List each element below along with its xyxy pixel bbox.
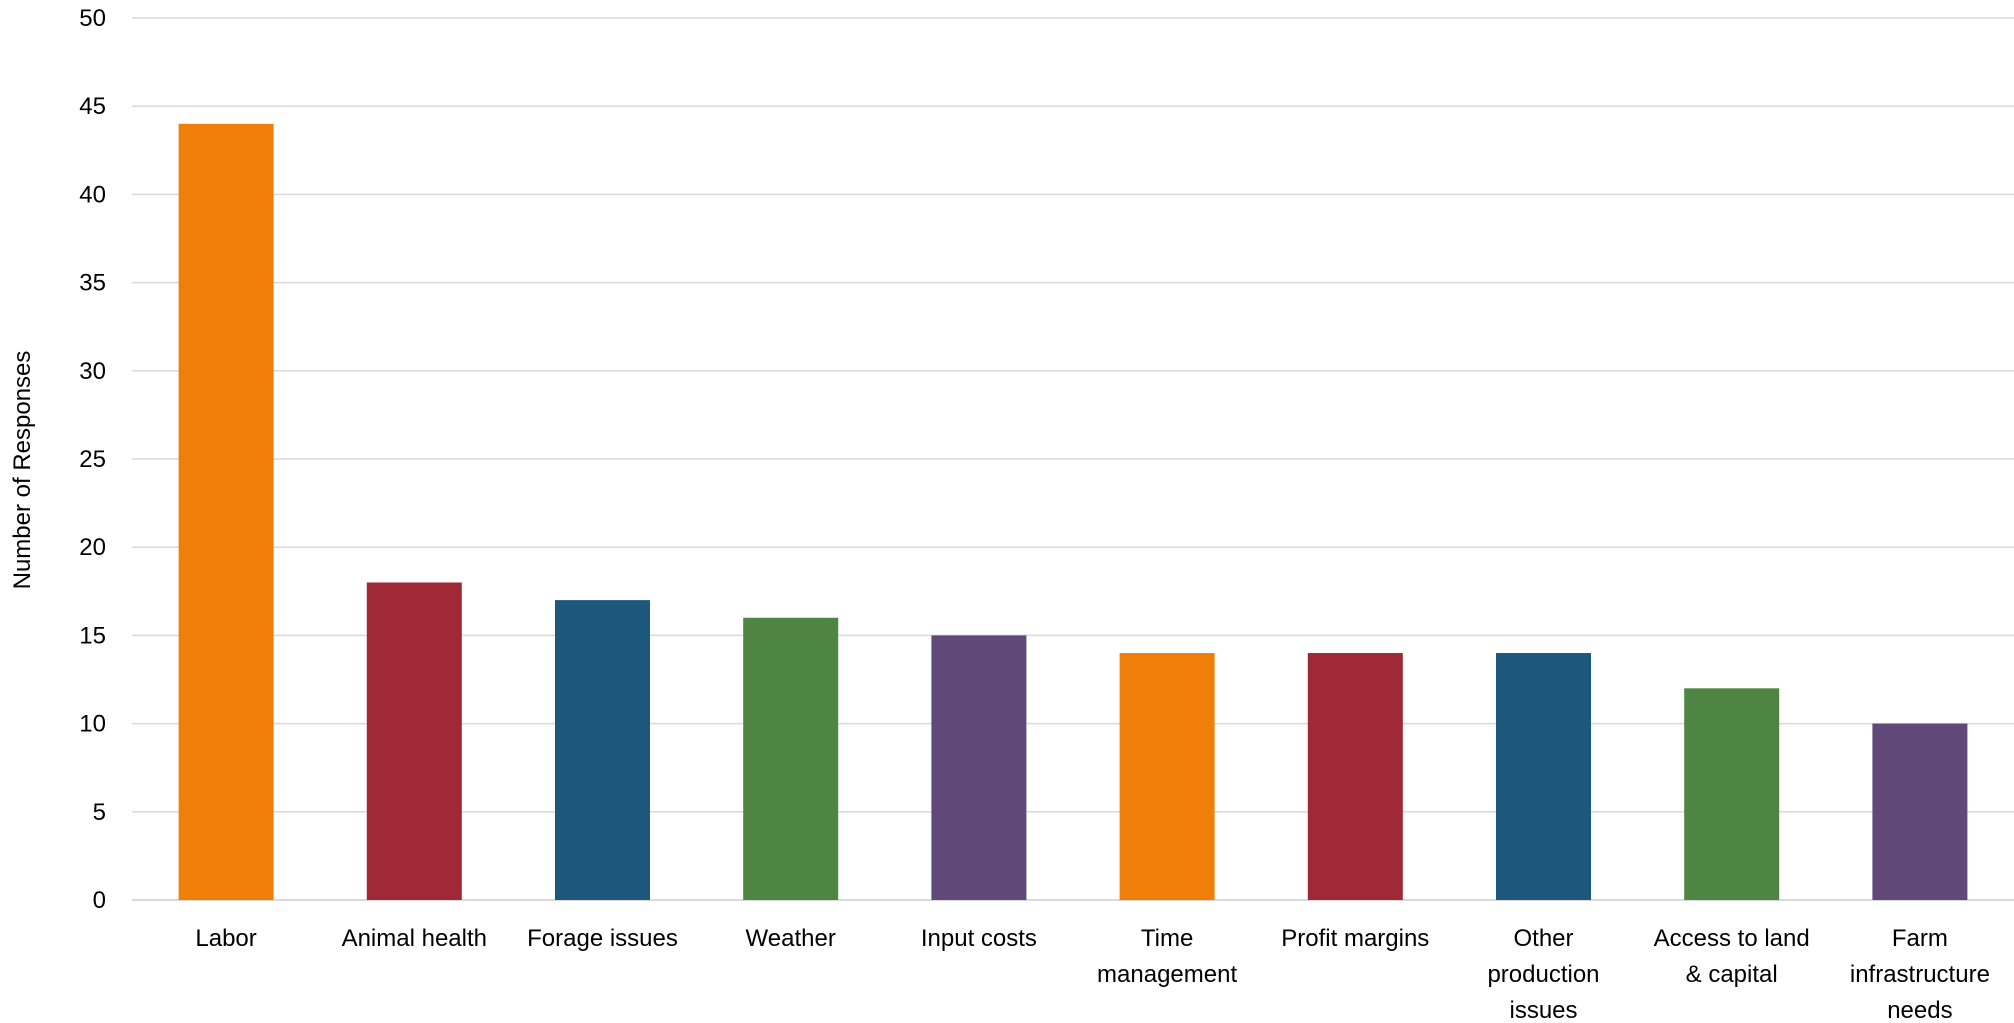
x-category-label-line: Forage issues (527, 925, 678, 952)
x-axis-category-labels: Labor Animal health Forage issues Weather In… (195, 925, 1990, 1023)
x-category-label-line: Weather (746, 925, 836, 952)
x-category-label-line: Farm (1892, 925, 1948, 952)
x-category-label: Forage issues (527, 925, 678, 952)
x-category-label: Time management (1097, 925, 1237, 988)
y-tick-label: 30 (79, 358, 106, 385)
bar (366, 582, 462, 900)
x-category-label: Animal health (342, 925, 487, 952)
y-tick-label: 50 (79, 5, 106, 32)
bar (1872, 723, 1968, 900)
bar (743, 617, 839, 900)
x-category-label-line: management (1097, 961, 1237, 988)
x-category-label: Weather (746, 925, 836, 952)
x-category-label-line: & capital (1686, 961, 1778, 988)
y-tick-label: 5 (93, 799, 106, 826)
x-category-label-line: issues (1509, 997, 1577, 1023)
x-category-label-line: production (1487, 961, 1599, 988)
y-tick-label: 15 (79, 622, 106, 649)
x-category-label-line: Access to land (1654, 925, 1810, 952)
x-category-label-line: Time (1141, 925, 1193, 952)
y-tick-label: 10 (79, 711, 106, 738)
y-tick-label: 40 (79, 181, 106, 208)
y-axis-title: Number of Responses (9, 351, 36, 590)
x-category-label-line: needs (1887, 997, 1952, 1023)
bar (555, 600, 650, 900)
y-tick-label: 0 (93, 887, 106, 914)
y-tick-label: 35 (79, 270, 106, 297)
x-category-label-line: Other (1513, 925, 1573, 952)
x-category-label: Other production issues (1487, 925, 1599, 1023)
x-category-label-line: Labor (195, 925, 256, 952)
x-category-label: Farm infrastructure needs (1850, 925, 1990, 1023)
x-category-label-line: Animal health (342, 925, 487, 952)
bar (1684, 688, 1780, 900)
bar (931, 635, 1027, 900)
y-tick-label: 45 (79, 93, 106, 120)
x-category-label: Input costs (921, 925, 1037, 952)
bar (1119, 653, 1215, 900)
x-category-label-line: Input costs (921, 925, 1037, 952)
bar (1307, 653, 1403, 900)
bar (178, 123, 274, 901)
x-category-label: Access to land & capital (1654, 925, 1810, 988)
bars (178, 123, 1968, 901)
y-tick-label: 25 (79, 446, 106, 473)
x-category-label: Profit margins (1281, 925, 1429, 952)
y-tick-label: 20 (79, 534, 106, 561)
bar (1496, 653, 1591, 900)
x-category-label-line: infrastructure (1850, 961, 1990, 988)
x-category-label-line: Profit margins (1281, 925, 1429, 952)
y-axis-tick-labels: 0 5 10 15 20 25 30 35 40 45 50 (79, 5, 106, 914)
x-category-label: Labor (195, 925, 256, 952)
